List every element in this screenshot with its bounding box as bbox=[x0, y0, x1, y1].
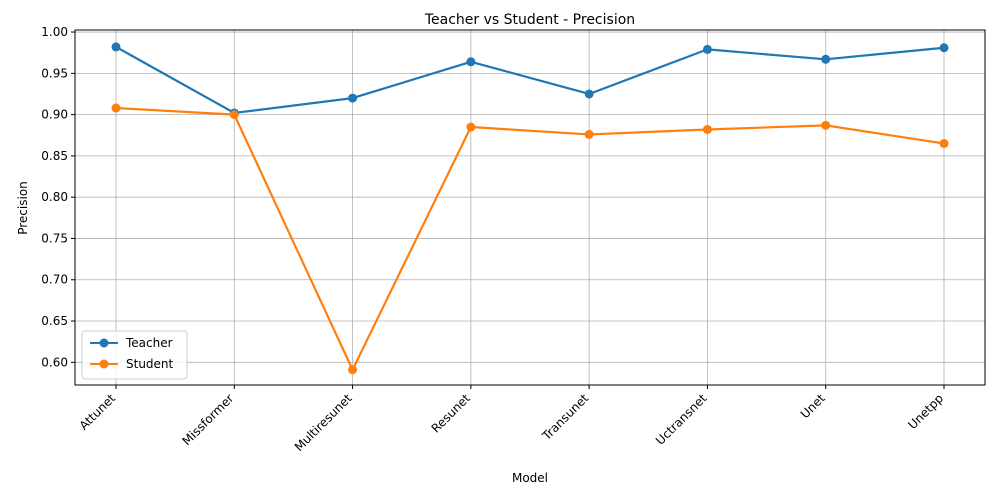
legend-teacher-marker bbox=[99, 338, 109, 348]
y-tick-label: 0.95 bbox=[41, 66, 68, 80]
y-tick-label: 1.00 bbox=[41, 25, 68, 39]
data-point-student bbox=[229, 110, 239, 120]
y-axis-ticks: 0.60 0.65 0.70 0.75 0.80 0.85 0.90 0.95 1.00 bbox=[41, 25, 75, 369]
y-tick-label: 0.85 bbox=[41, 149, 68, 163]
y-tick-label: 0.90 bbox=[41, 108, 68, 122]
x-tick-label: Unetpp bbox=[905, 391, 946, 432]
x-tick-label: Uctransnet bbox=[653, 391, 710, 448]
legend-student-label: Student bbox=[126, 357, 174, 371]
y-tick-label: 0.80 bbox=[41, 190, 68, 204]
data-point-student bbox=[584, 129, 594, 139]
data-point-student bbox=[348, 365, 358, 375]
legend: Teacher Student bbox=[81, 330, 188, 380]
data-point-student bbox=[111, 103, 121, 113]
y-tick-label: 0.65 bbox=[41, 314, 68, 328]
data-point-student bbox=[466, 122, 476, 132]
data-point-teacher bbox=[584, 89, 594, 99]
x-tick-label: Missformer bbox=[179, 391, 236, 448]
data-point-student bbox=[702, 124, 712, 134]
data-point-teacher bbox=[821, 54, 831, 64]
series-line-student bbox=[115, 106, 945, 371]
y-tick-label: 0.60 bbox=[41, 355, 68, 369]
x-tick-label: Attunet bbox=[77, 391, 119, 433]
x-axis-label: Model bbox=[512, 471, 548, 485]
chart-title: Teacher vs Student - Precision bbox=[424, 12, 635, 28]
y-axis-label: Precision bbox=[16, 181, 30, 235]
grid-lines bbox=[75, 30, 985, 385]
x-axis-ticks: Attunet Missformer Multiresunet Resunet Tran… bbox=[77, 385, 946, 454]
data-point-teacher bbox=[348, 93, 358, 103]
plot-frame bbox=[74, 29, 986, 386]
y-tick-label: 0.70 bbox=[41, 273, 68, 287]
data-point-student bbox=[939, 139, 949, 149]
series-line-teacher bbox=[115, 45, 945, 115]
x-tick-label: Resunet bbox=[429, 391, 474, 436]
legend-student-marker bbox=[99, 359, 109, 369]
data-point-student bbox=[821, 120, 831, 130]
y-tick-label: 0.75 bbox=[41, 231, 68, 245]
data-point-teacher bbox=[111, 42, 121, 52]
x-tick-label: Multiresunet bbox=[292, 391, 355, 454]
data-point-teacher bbox=[702, 44, 712, 54]
x-tick-label: Transunet bbox=[539, 391, 592, 444]
series-layer bbox=[111, 42, 949, 375]
data-point-teacher bbox=[466, 57, 476, 67]
legend-teacher-label: Teacher bbox=[125, 336, 173, 350]
x-tick-label: Unet bbox=[798, 391, 828, 421]
data-point-teacher bbox=[939, 43, 949, 53]
